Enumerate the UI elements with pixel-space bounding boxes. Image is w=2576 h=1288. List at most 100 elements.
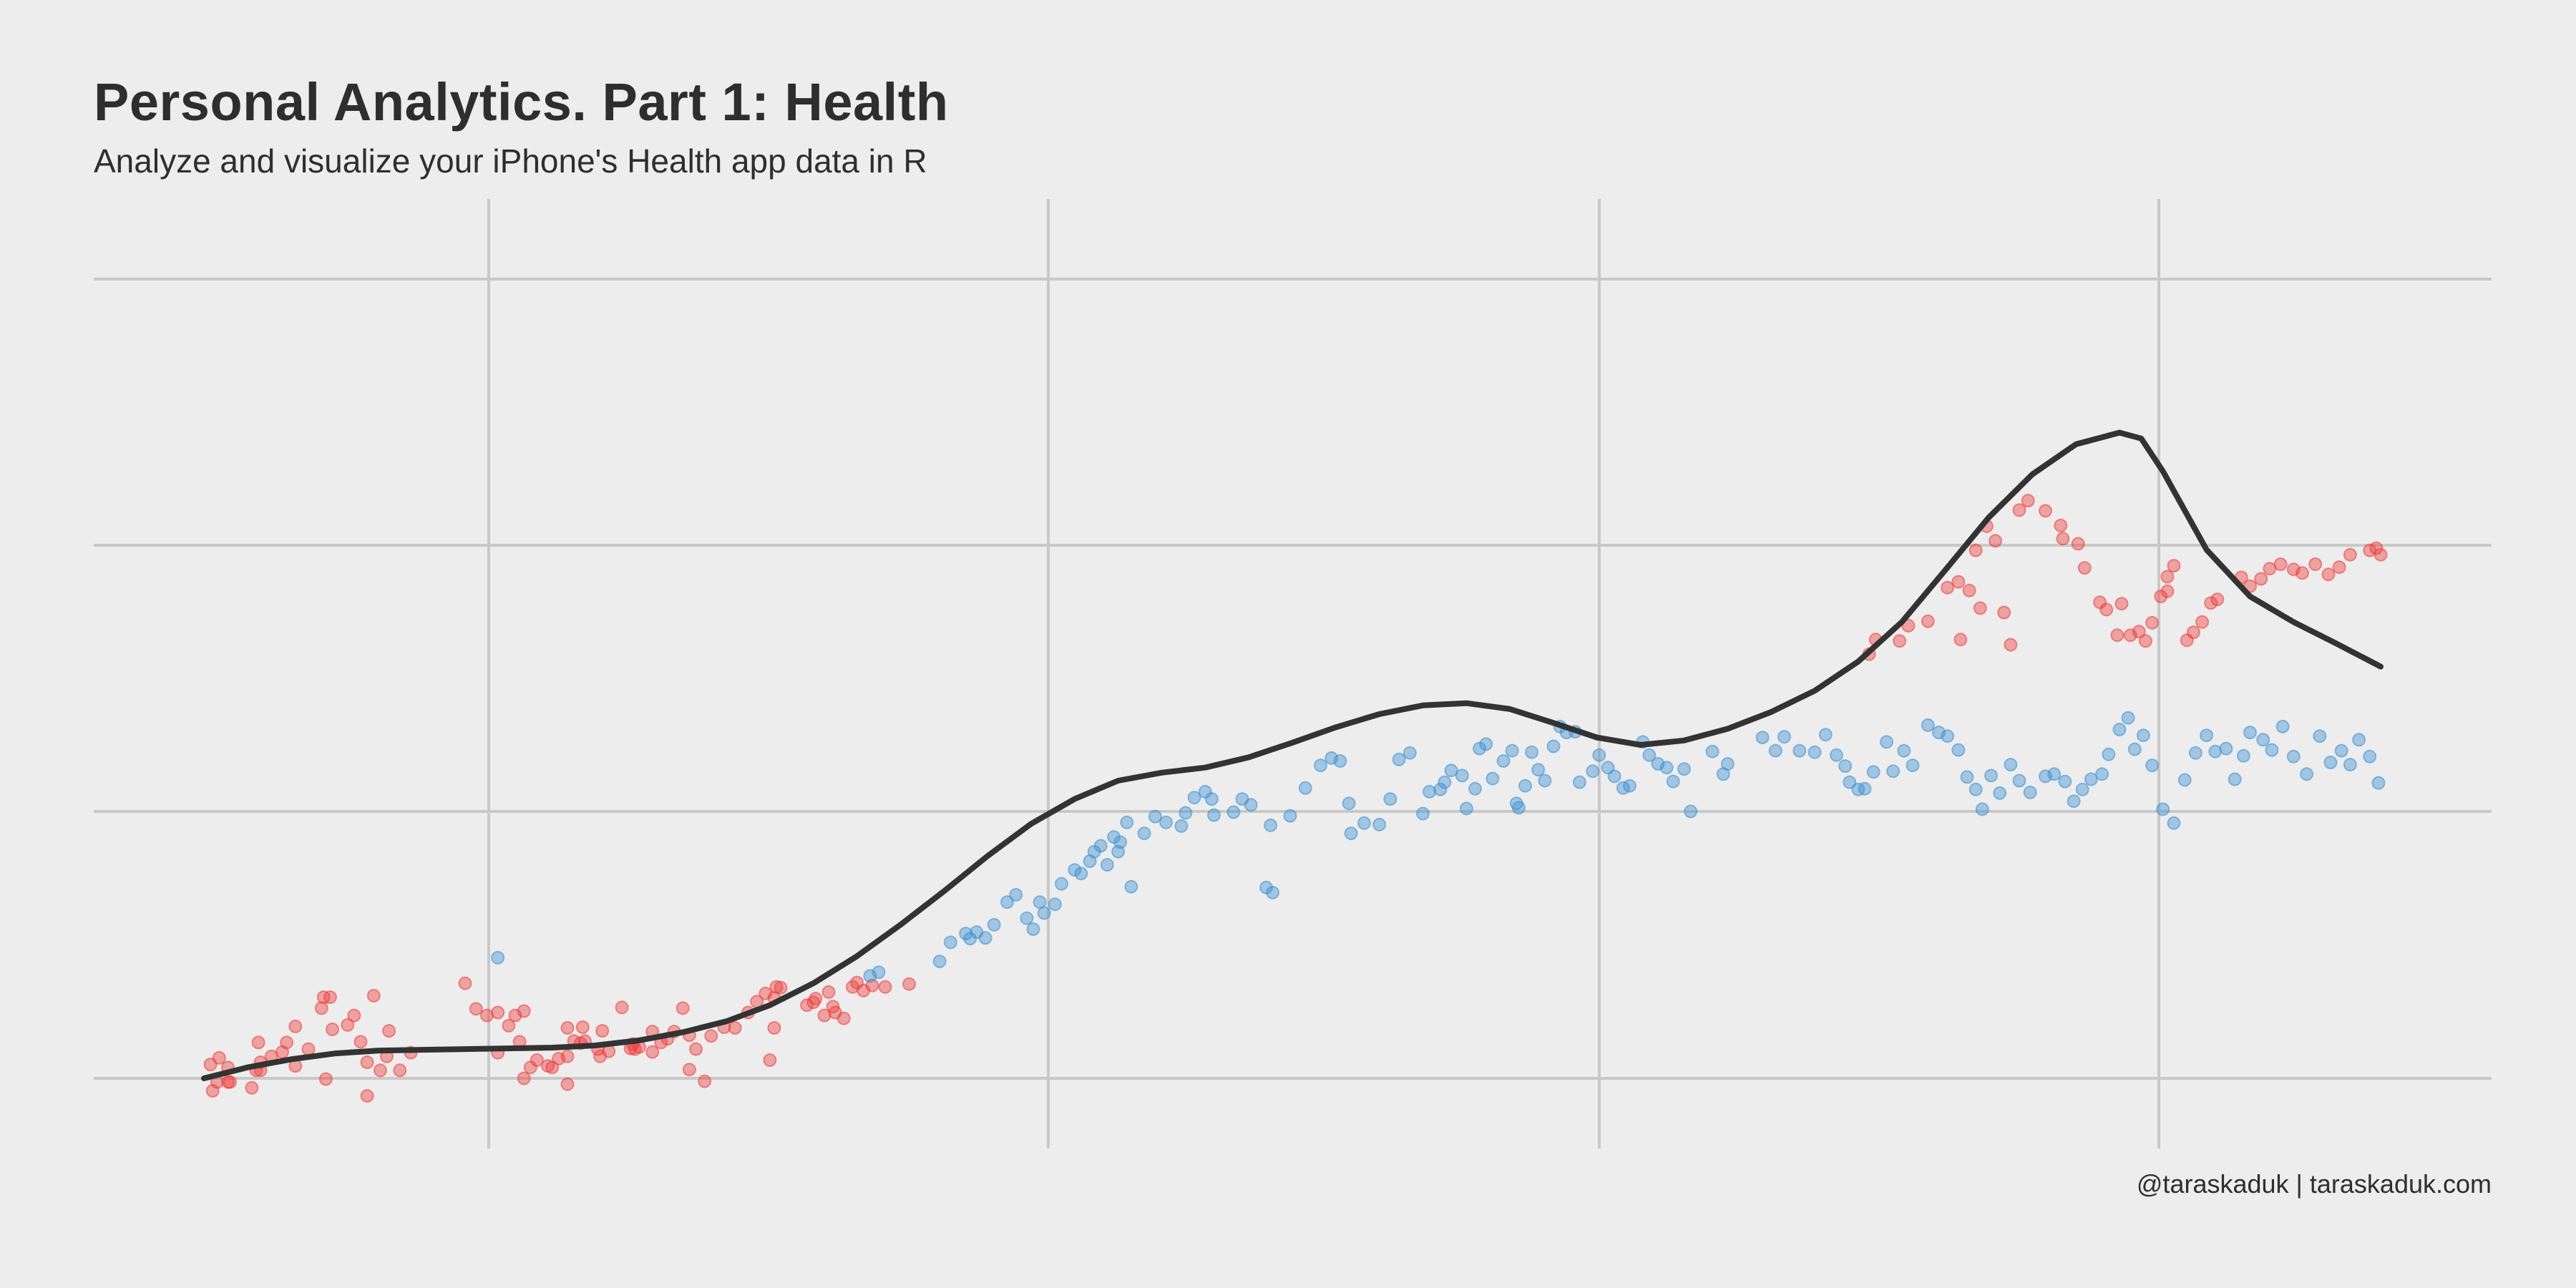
data-point [2167, 559, 2181, 573]
data-point [763, 1053, 777, 1067]
data-point [1479, 737, 1493, 751]
data-point [373, 1063, 387, 1078]
data-point [2136, 728, 2150, 743]
data-point [1546, 739, 1561, 753]
data-point [1592, 748, 1606, 762]
chart-subtitle: Analyze and visualize your iPhone's Heal… [94, 142, 927, 180]
data-point [1383, 792, 1397, 806]
data-point [2343, 758, 2357, 772]
data-point [1951, 575, 1966, 589]
data-point [2204, 596, 2218, 610]
data-point [360, 1055, 374, 1069]
data-point [872, 965, 886, 980]
data-point [1124, 879, 1138, 894]
data-point [2228, 772, 2242, 786]
data-point [1342, 796, 1356, 811]
data-point [560, 1077, 575, 1091]
data-point [251, 1035, 265, 1050]
data-point [491, 950, 505, 965]
data-point [817, 1008, 831, 1023]
data-point [2200, 728, 2214, 743]
data-point [1858, 781, 1872, 796]
data-point [491, 1005, 505, 1020]
data-point [314, 1001, 328, 1015]
data-point [1538, 774, 1552, 788]
data-point [301, 1042, 316, 1056]
data-point [2023, 785, 2037, 799]
data-point [595, 1024, 610, 1038]
data-point [1684, 804, 1698, 819]
data-point [2332, 560, 2346, 575]
data-point [1607, 769, 1621, 784]
data-point [1518, 779, 1532, 793]
data-point [2160, 570, 2175, 584]
data-point [393, 1063, 407, 1078]
data-point [774, 980, 788, 995]
data-point [728, 1021, 742, 1035]
data-point [1941, 729, 1955, 743]
data-point [704, 1029, 718, 1043]
data-point [2296, 566, 2309, 580]
data-point [1975, 802, 1989, 816]
data-point [902, 977, 917, 991]
data-point [1055, 877, 1068, 891]
data-point [1000, 895, 1014, 909]
data-point [1901, 618, 1916, 633]
data-point [1962, 583, 1976, 597]
data-point [1496, 754, 1511, 768]
data-point [517, 1071, 531, 1085]
data-point [2334, 743, 2348, 758]
data-point [245, 1080, 259, 1095]
data-point [1720, 757, 1735, 771]
data-point [1886, 764, 1901, 779]
data-point [1283, 809, 1297, 823]
data-point [1037, 906, 1051, 920]
data-point [1642, 748, 1657, 762]
data-point [2160, 584, 2175, 598]
data-point [809, 992, 823, 1006]
data-point [821, 985, 836, 999]
data-point [1768, 743, 1782, 758]
data-point [698, 1074, 712, 1088]
data-point [2145, 615, 2160, 630]
data-point [1444, 763, 1458, 778]
data-point [2075, 782, 2089, 796]
data-point [203, 1058, 218, 1072]
data-point [2323, 756, 2338, 769]
data-point [1174, 819, 1189, 833]
data-point [1298, 781, 1312, 795]
data-point [1968, 782, 1983, 796]
data-point [523, 1060, 537, 1075]
data-point [366, 989, 381, 1002]
data-point [2321, 567, 2336, 582]
data-point [987, 917, 1001, 932]
data-point [1026, 922, 1040, 936]
data-point [2363, 749, 2377, 763]
data-point [1204, 792, 1219, 806]
data-point [1244, 798, 1258, 812]
data-point [1226, 805, 1241, 819]
data-point [1264, 818, 1278, 832]
data-point [615, 1000, 629, 1015]
data-point [689, 1042, 703, 1056]
data-point [575, 1020, 590, 1034]
trend-line [201, 429, 2384, 1081]
data-point [1074, 867, 1088, 881]
data-point [2039, 504, 2052, 518]
data-point [318, 1072, 333, 1086]
data-point [1951, 743, 1966, 757]
data-point [469, 1002, 483, 1016]
data-point [1148, 809, 1162, 824]
data-point [1953, 633, 1968, 647]
data-point [560, 1021, 575, 1035]
data-point [1438, 775, 1452, 789]
data-point [2047, 767, 2062, 781]
data-point [1573, 775, 1586, 789]
data-point [1984, 769, 1998, 783]
data-point [1880, 735, 1893, 749]
data-point [2121, 711, 2135, 725]
data-point [2186, 625, 2200, 640]
data-point [836, 1011, 851, 1025]
data-point [2156, 802, 2170, 816]
data-point [1159, 815, 1174, 829]
